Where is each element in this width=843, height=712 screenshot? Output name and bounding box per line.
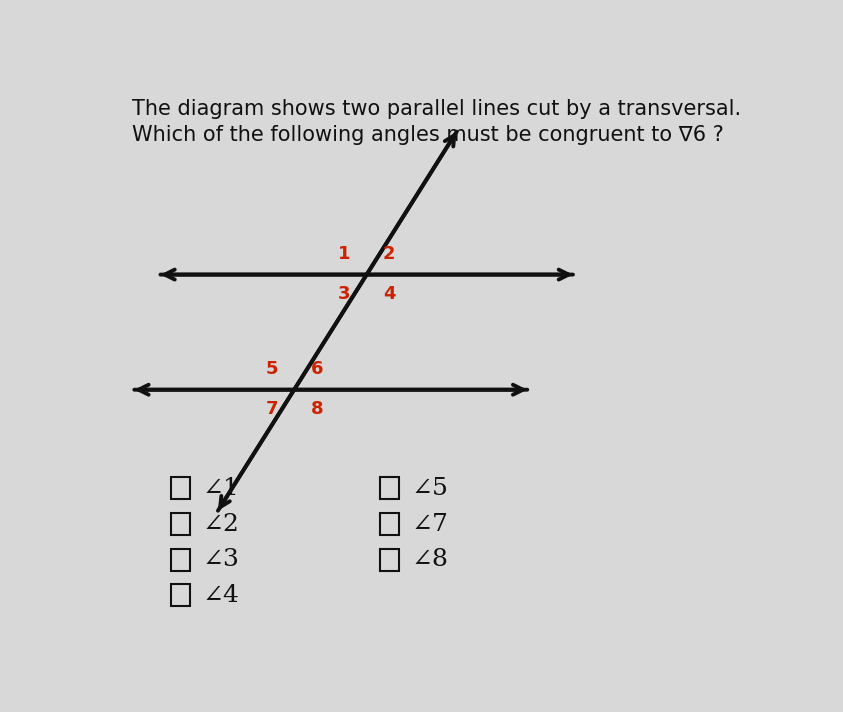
Text: 8: 8	[310, 400, 323, 418]
Text: Which of the following angles must be congruent to ∇6 ?: Which of the following angles must be co…	[132, 125, 723, 145]
Text: ∠1: ∠1	[202, 477, 239, 500]
Bar	[379, 549, 400, 570]
Bar	[170, 513, 191, 535]
Text: 1: 1	[338, 245, 351, 263]
Bar	[170, 549, 191, 570]
Text: ∠8: ∠8	[411, 548, 448, 571]
Text: 6: 6	[310, 360, 323, 378]
Bar	[170, 478, 191, 499]
Text: 5: 5	[266, 360, 278, 378]
Text: 7: 7	[266, 400, 278, 418]
Bar	[379, 513, 400, 535]
Text: ∠2: ∠2	[202, 513, 239, 535]
Text: ∠7: ∠7	[411, 513, 448, 535]
Text: ∠4: ∠4	[202, 584, 239, 607]
Bar	[379, 478, 400, 499]
Text: 2: 2	[383, 245, 395, 263]
Text: ∠5: ∠5	[411, 477, 448, 500]
Text: 3: 3	[338, 285, 351, 303]
Bar	[170, 585, 191, 607]
Text: ∠3: ∠3	[202, 548, 239, 571]
Text: The diagram shows two parallel lines cut by a transversal.: The diagram shows two parallel lines cut…	[132, 99, 741, 119]
Text: 4: 4	[383, 285, 395, 303]
